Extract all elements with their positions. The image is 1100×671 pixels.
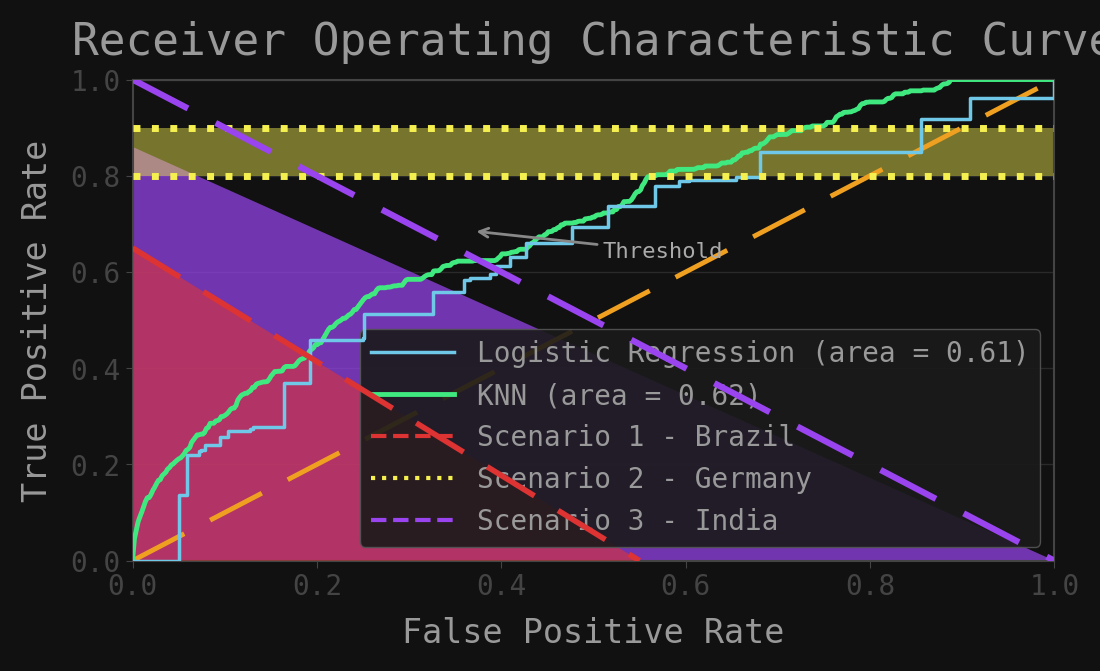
Text: Threshold: Threshold	[480, 228, 723, 262]
Logistic Regression (area = 0.61)	[510, 253, 524, 261]
Logistic Regression (area = 0.61)	[474, 274, 487, 282]
KNN (area = 0.62)	[625, 196, 638, 204]
Logistic Regression (area = 0.61)	[779, 148, 792, 156]
Legend: Logistic Regression (area = 0.61), KNN (area = 0.62), Scenario 1 - Brazil, Scena: Logistic Regression (area = 0.61), KNN (…	[360, 329, 1041, 547]
KNN (area = 0.62)	[674, 166, 688, 174]
Line: Logistic Regression (area = 0.61): Logistic Regression (area = 0.61)	[132, 80, 1054, 561]
Line: KNN (area = 0.62): KNN (area = 0.62)	[132, 80, 1054, 561]
KNN (area = 0.62)	[563, 219, 576, 227]
KNN (area = 0.62)	[944, 76, 957, 84]
KNN (area = 0.62)	[125, 557, 139, 565]
Y-axis label: True Positive Rate: True Positive Rate	[21, 139, 54, 501]
KNN (area = 0.62)	[569, 219, 582, 227]
Logistic Regression (area = 0.61)	[407, 310, 420, 318]
Logistic Regression (area = 0.61)	[198, 441, 211, 449]
Polygon shape	[132, 147, 1054, 561]
Polygon shape	[132, 248, 639, 561]
KNN (area = 0.62)	[1027, 76, 1041, 84]
KNN (area = 0.62)	[881, 95, 894, 103]
Logistic Regression (area = 0.61)	[1047, 76, 1060, 84]
Logistic Regression (area = 0.61)	[125, 557, 139, 565]
KNN (area = 0.62)	[1047, 76, 1060, 84]
X-axis label: False Positive Rate: False Positive Rate	[403, 617, 784, 650]
Logistic Regression (area = 0.61)	[464, 274, 477, 282]
Title: Receiver Operating Characteristic Curve: Receiver Operating Characteristic Curve	[72, 21, 1100, 64]
Polygon shape	[132, 128, 1054, 176]
